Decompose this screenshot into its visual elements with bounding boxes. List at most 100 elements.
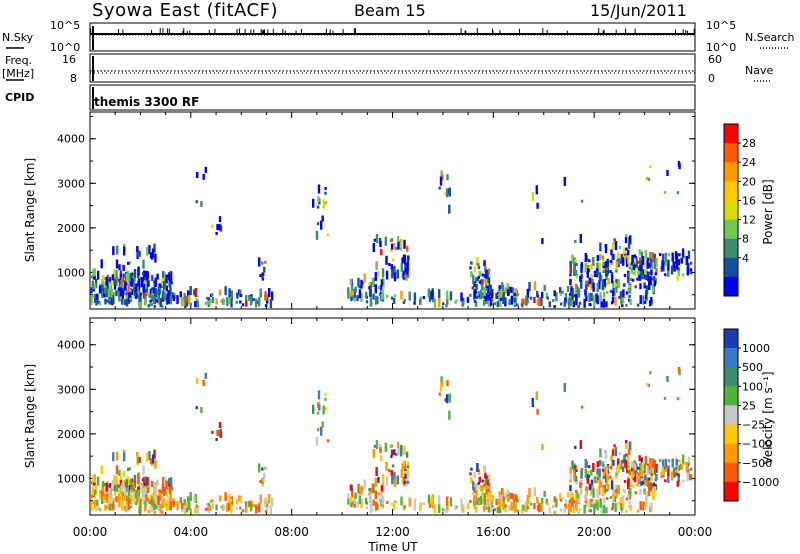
echo-cell xyxy=(629,484,633,488)
echo-cell xyxy=(681,454,685,464)
echo-cell xyxy=(612,253,615,260)
echo-cell xyxy=(489,284,493,294)
echo-cell xyxy=(580,485,583,495)
echo-cell xyxy=(570,493,573,500)
echo-cell xyxy=(112,503,115,510)
echo-cell xyxy=(211,293,214,297)
echo-cell xyxy=(349,278,353,285)
echo-cell xyxy=(661,466,664,476)
echo-cell xyxy=(506,290,510,296)
echo-cell xyxy=(165,294,168,298)
echo-cell xyxy=(183,297,187,307)
echo-cell xyxy=(569,264,572,274)
echo-cell xyxy=(580,273,583,277)
echo-cell xyxy=(473,494,477,504)
echo-cell xyxy=(569,261,572,268)
echo-cell xyxy=(647,383,651,387)
echo-cell xyxy=(625,247,628,251)
echo-cell xyxy=(511,287,515,294)
echo-cell xyxy=(655,463,658,473)
echo-cell xyxy=(445,496,449,506)
echo-cell xyxy=(92,494,95,498)
echo-cell xyxy=(144,277,147,281)
echo-cell xyxy=(617,252,620,259)
echo-cell xyxy=(430,290,434,300)
echo-cell xyxy=(647,478,650,488)
echo-cell xyxy=(138,497,141,500)
echo-cell xyxy=(627,478,630,482)
echo-cell xyxy=(579,275,582,282)
echo-cell xyxy=(650,296,653,303)
echo-cell xyxy=(571,291,574,301)
echo-cell xyxy=(688,270,692,274)
echo-cell xyxy=(598,272,602,282)
echo-cell xyxy=(194,301,197,308)
echo-cell xyxy=(396,441,400,448)
echo-cell xyxy=(640,478,644,482)
echo-cell xyxy=(107,288,111,298)
echo-cell xyxy=(115,290,118,297)
echo-cell xyxy=(596,468,599,475)
echo-cell xyxy=(548,507,551,514)
echo-cell xyxy=(449,291,453,301)
echo-cell xyxy=(644,506,647,510)
echo-cell xyxy=(208,504,212,511)
echo-cell xyxy=(686,266,689,276)
echo-cell xyxy=(95,299,98,306)
echo-cell xyxy=(614,296,617,306)
echo-cell xyxy=(655,474,658,480)
echo-cell xyxy=(588,498,591,508)
echo-cell xyxy=(626,257,629,267)
echo-cell xyxy=(151,481,154,487)
echo-cell xyxy=(661,260,664,270)
echo-cell xyxy=(625,291,629,295)
echo-cell xyxy=(258,257,261,267)
echo-cell xyxy=(391,475,394,485)
echo-cell xyxy=(654,478,657,482)
echo-cell xyxy=(406,274,410,278)
echo-cell xyxy=(402,507,406,510)
echo-cell xyxy=(91,280,94,290)
echo-cell xyxy=(185,501,188,508)
echo-cell xyxy=(127,467,130,471)
echo-cell xyxy=(403,299,406,303)
echo-cell xyxy=(400,444,403,454)
echo-cell xyxy=(636,303,640,307)
echo-cell xyxy=(202,379,205,386)
echo-cell xyxy=(150,499,153,506)
echo-cell xyxy=(483,493,486,503)
colorbar-tick-label: 8 xyxy=(742,233,749,246)
echo-cell xyxy=(632,262,635,266)
echo-cell xyxy=(238,496,242,503)
echo-cell xyxy=(484,483,487,490)
echo-cell xyxy=(181,503,184,513)
colorbar-tick-label: −100 xyxy=(742,438,772,451)
echo-cell xyxy=(586,271,589,278)
echo-cell xyxy=(677,366,681,373)
echo-cell xyxy=(238,290,242,297)
echo-cell xyxy=(347,292,350,299)
echo-cell xyxy=(115,270,118,279)
echo-cell xyxy=(154,459,157,469)
echo-cell xyxy=(218,422,222,429)
echo-cell xyxy=(151,454,155,464)
echo-cell xyxy=(569,502,572,512)
echo-cell xyxy=(647,272,650,282)
echo-cell xyxy=(148,451,151,461)
colorbar-bin xyxy=(724,124,738,144)
echo-cell xyxy=(379,241,382,248)
echo-cell xyxy=(487,268,491,275)
echo-cell xyxy=(574,445,577,449)
echo-cell xyxy=(504,504,507,508)
x-tick-label: 08:00 xyxy=(274,525,309,539)
echo-cell xyxy=(637,471,641,481)
echo-cell xyxy=(142,489,146,499)
echo-cell xyxy=(501,490,505,497)
echo-cell xyxy=(471,492,474,496)
echo-cell xyxy=(446,380,449,387)
echo-cell xyxy=(100,465,103,475)
echo-cell xyxy=(235,300,238,304)
echo-cell xyxy=(413,301,416,305)
echo-cell xyxy=(627,494,630,498)
echo-cell xyxy=(472,275,475,285)
